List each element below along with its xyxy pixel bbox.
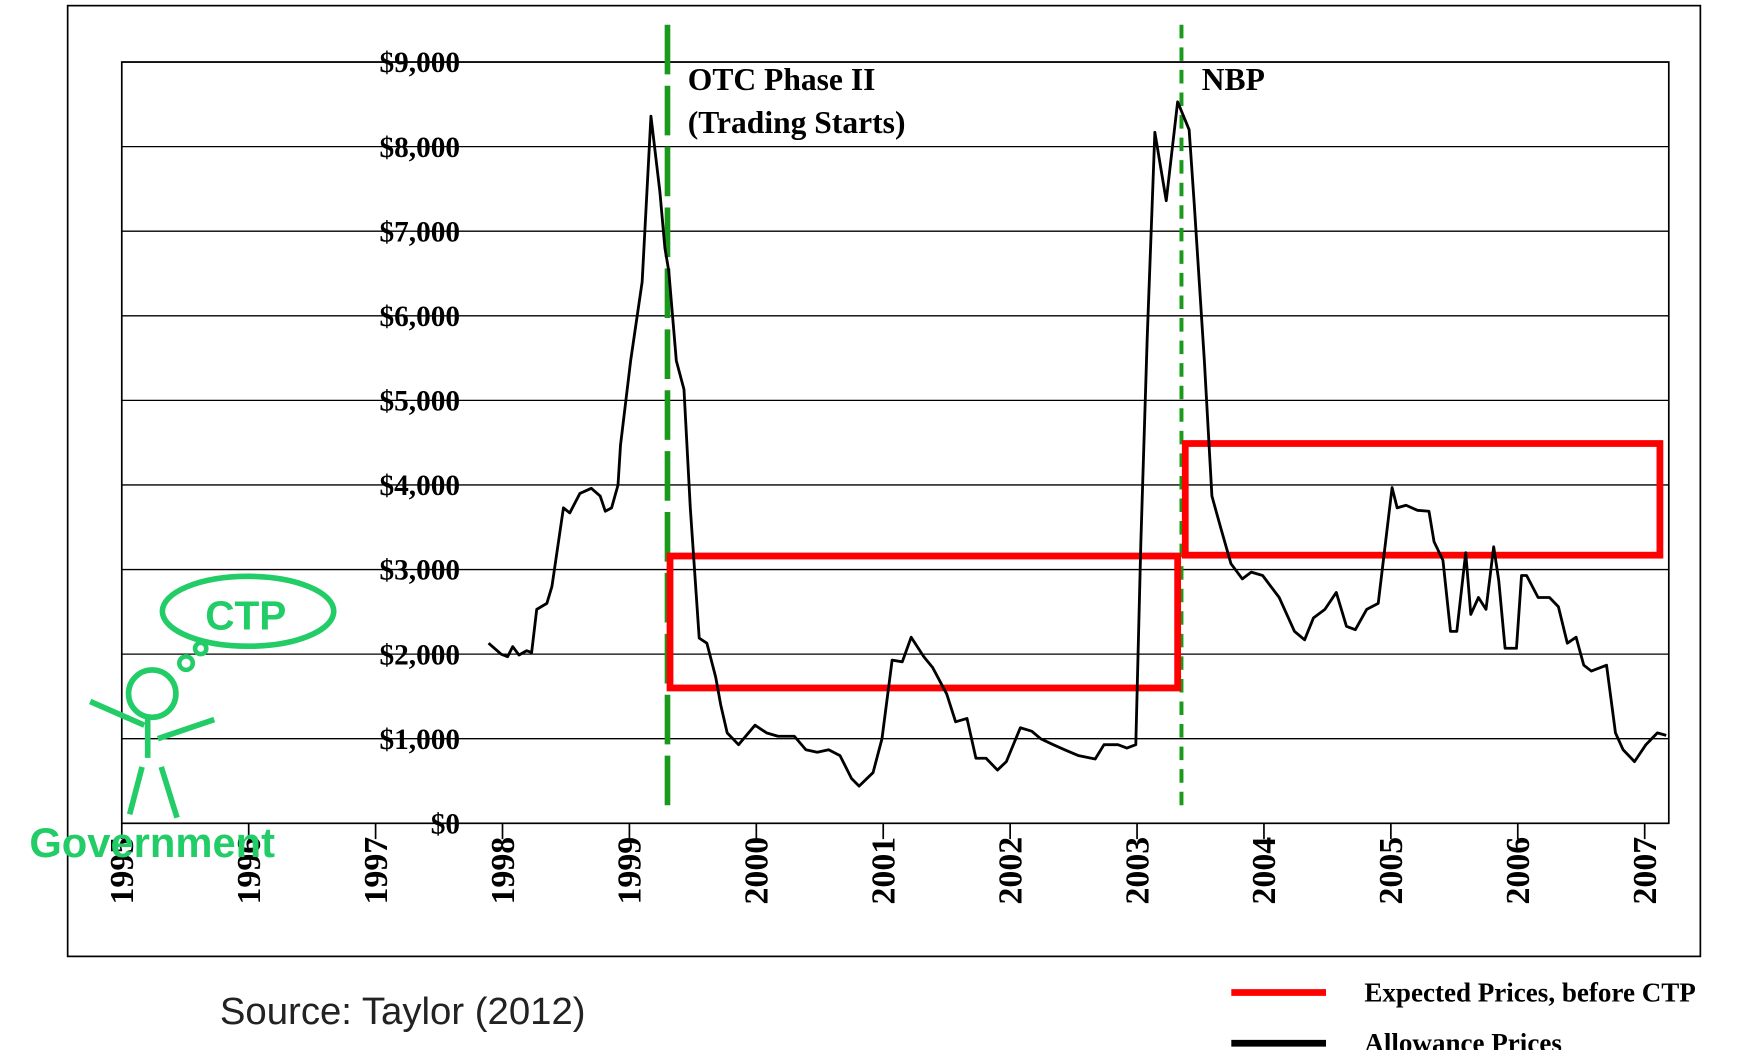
- x-tick-label: 2005: [1373, 837, 1410, 905]
- x-tick-label: 2007: [1627, 837, 1664, 905]
- source-note: Source: Taylor (2012): [220, 990, 586, 1033]
- event-label: OTC Phase II: [688, 62, 876, 97]
- y-tick-label: $6,000: [379, 301, 460, 333]
- expected-price-box: [1181, 440, 1664, 559]
- y-tick-label: $0: [431, 808, 460, 840]
- event-label: (Trading Starts): [688, 105, 906, 140]
- y-tick-label: $3,000: [379, 555, 460, 587]
- thought-text: CTP: [205, 592, 286, 638]
- thought-dot: [177, 654, 196, 673]
- thought-dot: [192, 640, 209, 657]
- figure-limb: [89, 698, 146, 728]
- x-tick-label: 2003: [1119, 837, 1156, 905]
- y-tick-label: $8,000: [379, 132, 460, 164]
- x-tick-label: 1998: [485, 837, 522, 905]
- y-tick-label: $4,000: [379, 470, 460, 502]
- figure-label: Government: [29, 819, 275, 866]
- legend-label: Expected Prices, before CTP: [1364, 978, 1695, 1008]
- x-tick-label: 1997: [358, 837, 395, 905]
- x-tick-label: 2004: [1246, 837, 1283, 905]
- figure-limb: [126, 766, 145, 816]
- y-tick-label: $1,000: [379, 724, 460, 756]
- y-tick-label: $9,000: [379, 47, 460, 79]
- y-tick-label: $2,000: [379, 639, 460, 671]
- thought-bubble: [159, 573, 337, 650]
- frame: [66, 4, 1702, 958]
- x-tick-label: 2001: [866, 837, 903, 905]
- x-tick-label: 1996: [231, 837, 268, 905]
- figure-head: [125, 667, 179, 721]
- price-line: [487, 100, 1667, 788]
- x-tick-label: 2006: [1500, 837, 1537, 905]
- event-label: NBP: [1202, 62, 1265, 97]
- expected-price-box: [666, 552, 1182, 692]
- y-tick-label: $5,000: [379, 386, 460, 418]
- x-tick-label: 1999: [612, 837, 649, 905]
- figure-limb: [156, 716, 216, 742]
- x-tick-label: 2000: [739, 837, 776, 905]
- figure-limb: [158, 766, 180, 819]
- x-tick-label: 2002: [992, 837, 1029, 905]
- x-tick-label: 1995: [104, 837, 141, 905]
- legend-label: Allowance Prices: [1364, 1028, 1562, 1050]
- y-tick-label: $7,000: [379, 216, 460, 248]
